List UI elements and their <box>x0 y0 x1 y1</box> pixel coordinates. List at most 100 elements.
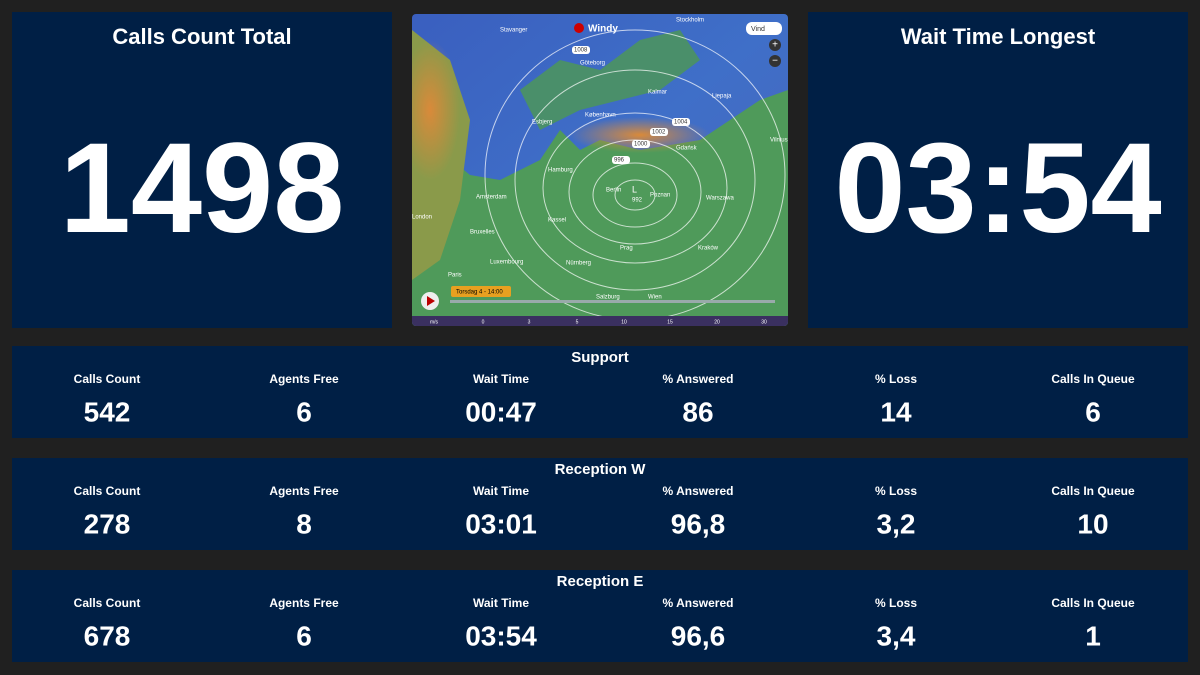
wind-band <box>412 40 460 180</box>
metric-label: Wait Time <box>473 372 529 386</box>
city-label: København <box>585 113 616 119</box>
zoom-out-icon: − <box>772 56 778 67</box>
timeline[interactable] <box>450 300 775 303</box>
city-label: London <box>412 215 432 221</box>
queue-title: Reception W <box>555 461 647 478</box>
isobar-label: 996 <box>614 158 625 164</box>
metric-value: 278 <box>84 508 131 539</box>
map-land <box>412 90 788 326</box>
metric-label: % Answered <box>663 596 734 610</box>
city-label: Nürnberg <box>566 261 591 267</box>
city-label: Kraków <box>698 246 719 252</box>
metric-value: 03:54 <box>465 620 537 651</box>
metric-label: Agents Free <box>269 372 339 386</box>
panel-title: Calls Count Total <box>112 24 291 49</box>
city-label: Luxembourg <box>490 260 523 266</box>
city-label: Berlin <box>606 188 621 194</box>
weather-map[interactable]: + − Windy Vind Torsdag 4 - 14:00 m/s L 9… <box>400 14 788 326</box>
isobar-badge <box>650 128 668 136</box>
queue-panel <box>12 570 1188 662</box>
metric-label: % Loss <box>875 484 917 498</box>
city-label: Liepaja <box>712 94 732 100</box>
isobar-badge <box>672 118 690 126</box>
big-value: 1498 <box>60 117 345 260</box>
scale-label: 15 <box>667 319 673 325</box>
metric-value: 10 <box>1077 508 1108 539</box>
panel-title: Wait Time Longest <box>901 24 1096 49</box>
metric-value: 03:01 <box>465 508 537 539</box>
metric-label: Agents Free <box>269 596 339 610</box>
isobar-label: 1008 <box>574 48 588 54</box>
city-label: Poznan <box>650 193 670 199</box>
metric-value: 86 <box>682 396 713 427</box>
isobar-label: 1002 <box>652 130 666 136</box>
queue-title: Reception E <box>557 573 644 590</box>
metric-label: % Answered <box>663 484 734 498</box>
panel <box>808 12 1188 328</box>
time-badge <box>451 286 511 297</box>
queue-title: Support <box>571 349 629 366</box>
scale-bar <box>412 316 788 326</box>
metric-value: 542 <box>84 396 131 427</box>
metric-value: 6 <box>1085 396 1101 427</box>
metric-value: 6 <box>296 396 312 427</box>
isobar-badge <box>632 140 650 148</box>
metric-label: % Loss <box>875 372 917 386</box>
metric-label: Calls In Queue <box>1051 484 1135 498</box>
zoom-in[interactable] <box>769 39 781 51</box>
metric-label: Wait Time <box>473 596 529 610</box>
metric-value: 1 <box>1085 620 1101 651</box>
isobar-badge <box>572 46 590 54</box>
scale-label: 5 <box>576 319 579 325</box>
windy-logo <box>574 23 584 33</box>
city-label: Warszawa <box>706 196 734 202</box>
isobar-badge <box>612 156 630 164</box>
city-label: Salzburg <box>596 295 620 301</box>
big-value: 03:54 <box>834 117 1161 260</box>
metric-label: Calls In Queue <box>1051 372 1135 386</box>
metric-value: 3,2 <box>877 508 916 539</box>
scale-unit: m/s <box>430 319 439 325</box>
zoom-in-icon: + <box>772 40 778 51</box>
city-label: Vilnius <box>770 138 788 144</box>
scale-label: 10 <box>621 319 627 325</box>
metric-label: Calls In Queue <box>1051 596 1135 610</box>
city-label: Kassel <box>548 218 566 224</box>
wind-button[interactable] <box>746 22 782 35</box>
map-brand: Windy <box>588 24 618 35</box>
city-label: Göteborg <box>580 61 605 67</box>
metric-label: Calls Count <box>74 372 141 386</box>
wind-button-label: Vind <box>751 26 765 33</box>
metric-value: 6 <box>296 620 312 651</box>
metric-label: % Answered <box>663 372 734 386</box>
city-label: Gdańsk <box>676 146 698 152</box>
metric-value: 3,4 <box>877 620 916 651</box>
metric-value: 8 <box>296 508 312 539</box>
scale-label: 30 <box>761 319 767 325</box>
panel <box>12 12 392 328</box>
metric-label: Calls Count <box>74 484 141 498</box>
city-label: Kalmar <box>648 90 667 96</box>
isobar-label: 1004 <box>674 120 688 126</box>
city-label: Hamburg <box>548 168 573 174</box>
scale-label: 0 <box>482 319 485 325</box>
map-land <box>520 30 700 130</box>
city-label: Stockholm <box>676 18 704 24</box>
city-label: Amsterdam <box>476 195 507 201</box>
zoom-out[interactable] <box>769 55 781 67</box>
metric-value: 96,6 <box>671 620 726 651</box>
metric-label: Wait Time <box>473 484 529 498</box>
metric-value: 14 <box>880 396 912 427</box>
metric-value: 96,8 <box>671 508 726 539</box>
scale-label: 3 <box>528 319 531 325</box>
city-label: Paris <box>448 273 462 279</box>
metric-label: Agents Free <box>269 484 339 498</box>
metric-label: % Loss <box>875 596 917 610</box>
city-label: Bruxelles <box>470 230 495 236</box>
queue-panel <box>12 458 1188 550</box>
scale-label: 20 <box>714 319 720 325</box>
isobar-label: 1000 <box>634 142 648 148</box>
low-marker: L <box>632 184 637 194</box>
